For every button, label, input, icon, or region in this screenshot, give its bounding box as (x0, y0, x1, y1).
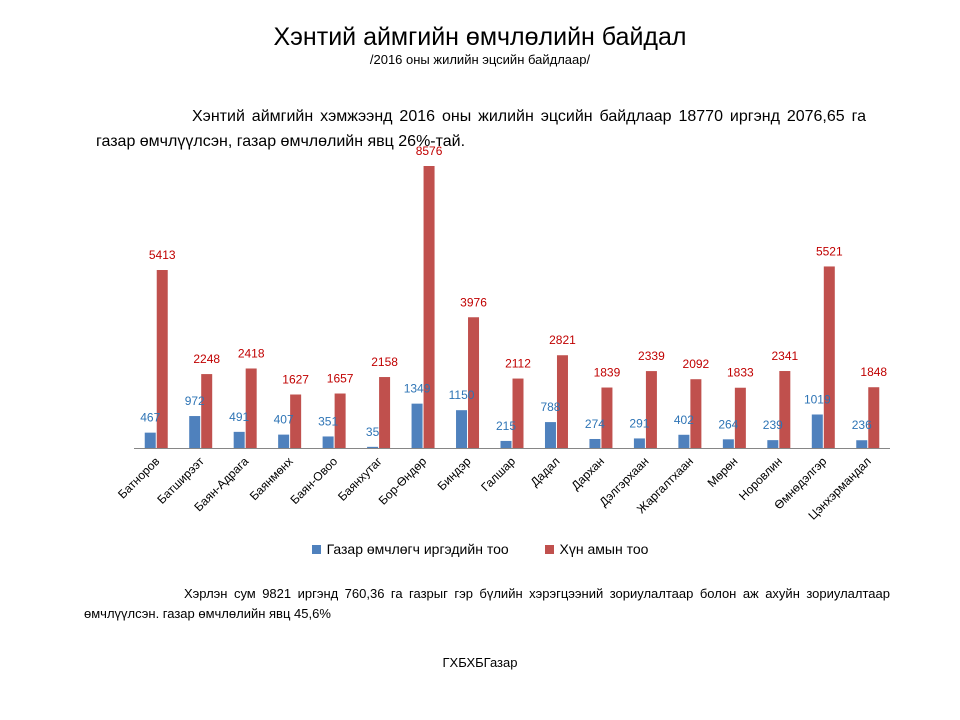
bar-population (868, 387, 880, 448)
note-text: Хэрлэн сум 9821 иргэнд 760,36 га газрыг … (84, 586, 890, 621)
bar-population (379, 377, 391, 448)
bar-landowners (722, 439, 734, 448)
data-label-landowners: 788 (540, 400, 560, 414)
summary-paragraph: Хэнтий аймгийн хэмжээнд 2016 оны жилийн … (96, 104, 866, 154)
data-label-landowners: 402 (674, 413, 694, 427)
data-label-landowners: 35 (366, 425, 380, 439)
data-label-population: 2092 (683, 357, 710, 371)
bar-landowners (589, 438, 601, 448)
x-tick-label: Мөрөн (705, 454, 741, 490)
data-label-population: 1657 (327, 372, 354, 386)
data-label-landowners: 491 (229, 410, 249, 424)
summary-text: Хэнтий аймгийн хэмжээнд 2016 оны жилийн … (96, 108, 866, 150)
data-label-population: 5521 (816, 244, 843, 258)
data-label-population: 2341 (771, 349, 798, 363)
legend-swatch-population (544, 545, 554, 554)
bar-population (645, 371, 657, 448)
bar-landowners (678, 434, 690, 448)
x-tick-label: Биндэр (435, 454, 474, 493)
bar-landowners (856, 440, 868, 448)
bar-landowners (544, 422, 556, 448)
data-label-landowners: 291 (629, 416, 649, 430)
data-label-population: 3976 (460, 295, 487, 309)
bar-landowners (144, 432, 156, 448)
bar-landowners (189, 416, 201, 448)
data-label-population: 2339 (638, 349, 665, 363)
bar-population (512, 378, 524, 448)
data-label-landowners: 274 (585, 417, 605, 431)
x-tick-label: Баян-Овоо (287, 454, 340, 507)
legend-label-population: Хүн амын тоо (559, 541, 649, 557)
data-label-population: 1627 (282, 373, 309, 387)
data-label-landowners: 1349 (404, 382, 431, 396)
bar-landowners (456, 410, 468, 448)
bar-population (690, 379, 702, 448)
x-tick-label: Дадал (528, 454, 563, 489)
bar-population (290, 394, 302, 448)
bar-landowners (322, 436, 334, 448)
data-label-landowners: 215 (496, 419, 516, 433)
note-paragraph: Хэрлэн сум 9821 иргэнд 760,36 га газрыг … (84, 584, 890, 624)
bar-population (334, 393, 346, 448)
data-label-population: 1839 (594, 366, 621, 380)
bar-population (201, 374, 213, 448)
legend-item-population: Хүн амын тоо (544, 540, 649, 558)
source-label: ГХБХБГазар (442, 655, 518, 670)
chart-legend: Газар өмчлөгч иргэдийн тоо Хүн амын тоо (0, 540, 960, 558)
bar-landowners (278, 434, 290, 448)
bar-population (468, 317, 480, 448)
bar-population (779, 371, 791, 448)
x-tick-label: Галшар (478, 454, 518, 494)
bar-landowners (367, 446, 379, 448)
x-tick-label: Батноров (115, 454, 162, 501)
data-label-population: 1848 (860, 365, 887, 379)
data-label-landowners: 1019 (804, 392, 831, 406)
bar-population (245, 368, 257, 448)
x-tick-label: Дархан (569, 454, 608, 493)
bar-landowners (233, 431, 245, 448)
bar-population (734, 387, 746, 448)
bar-landowners (500, 440, 512, 448)
data-label-population: 2248 (193, 352, 220, 366)
data-label-population: 2112 (505, 357, 531, 371)
data-label-landowners: 1150 (449, 388, 475, 402)
bar-landowners (811, 414, 823, 448)
bar-landowners (767, 440, 779, 448)
bar-population (601, 387, 613, 448)
data-label-landowners: 972 (185, 394, 205, 408)
data-label-landowners: 264 (718, 417, 738, 431)
data-label-population: 8576 (416, 144, 443, 158)
data-label-population: 1833 (727, 366, 754, 380)
data-label-landowners: 467 (140, 411, 160, 425)
bar-population (156, 270, 168, 448)
data-label-population: 2158 (371, 355, 398, 369)
data-label-population: 2418 (238, 346, 265, 360)
x-tick-label: Бор-Өндөр (376, 454, 430, 508)
page-title: Хэнтий аймгийн өмчлөлийн байдал (273, 23, 687, 51)
bar-population (556, 355, 568, 448)
bar-landowners (411, 403, 423, 448)
legend-item-landowners: Газар өмчлөгч иргэдийн тоо (311, 540, 509, 558)
data-label-population: 2821 (549, 333, 576, 347)
legend-label-landowners: Газар өмчлөгч иргэдийн тоо (326, 541, 509, 557)
data-label-landowners: 351 (318, 414, 338, 428)
page-subtitle: /2016 оны жилийн эцсийн байдлаар/ (369, 52, 591, 67)
legend-swatch-landowners (311, 545, 321, 554)
bar-landowners (633, 438, 645, 448)
data-label-landowners: 236 (852, 418, 872, 432)
data-label-landowners: 407 (274, 413, 294, 427)
data-label-population: 5413 (149, 248, 176, 262)
bar-population (823, 266, 835, 448)
data-label-landowners: 239 (763, 418, 783, 432)
bar-population (423, 166, 435, 448)
